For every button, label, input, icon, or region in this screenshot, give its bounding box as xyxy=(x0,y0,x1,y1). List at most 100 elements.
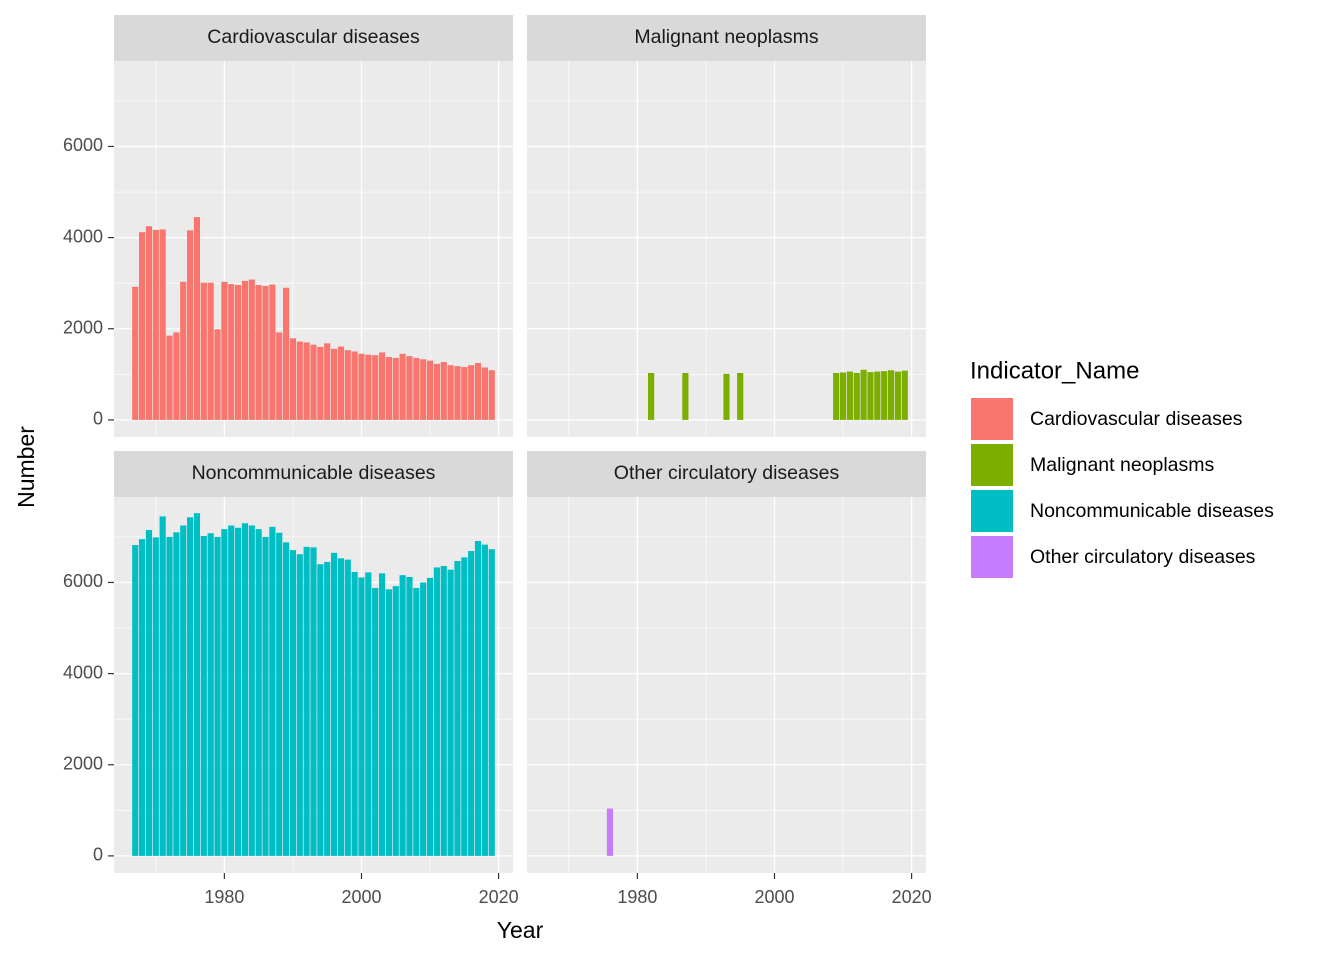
bar xyxy=(132,545,139,856)
panel-background xyxy=(527,497,926,873)
strip-label: Cardiovascular diseases xyxy=(207,26,420,48)
bar xyxy=(372,355,379,420)
bar xyxy=(378,573,386,856)
bar xyxy=(241,280,249,420)
bar xyxy=(262,285,269,420)
bar xyxy=(461,367,468,420)
bar xyxy=(853,372,860,420)
bar xyxy=(420,359,427,420)
bar xyxy=(276,532,283,856)
bar xyxy=(145,226,153,420)
bar xyxy=(874,371,881,420)
bar xyxy=(200,282,207,420)
bar xyxy=(468,551,475,856)
x-tick-label: 2000 xyxy=(754,887,794,907)
bar xyxy=(461,557,468,856)
bar xyxy=(378,352,386,420)
bar xyxy=(488,370,495,420)
legend-key xyxy=(971,536,1013,578)
bar xyxy=(330,348,338,420)
bar xyxy=(303,342,310,420)
bar xyxy=(310,547,317,856)
bar xyxy=(867,372,874,420)
bar xyxy=(193,513,201,856)
bar xyxy=(337,558,345,856)
bar xyxy=(481,544,488,856)
bar xyxy=(193,217,201,420)
bar xyxy=(173,532,180,856)
bar xyxy=(887,370,895,420)
bar xyxy=(303,546,310,856)
strip-background xyxy=(114,451,513,497)
x-axis-title: Year xyxy=(497,917,544,943)
bar xyxy=(317,346,324,420)
legend-key xyxy=(971,490,1013,532)
bar xyxy=(468,365,475,420)
x-tick-label: 2020 xyxy=(892,887,932,907)
bar xyxy=(152,537,159,856)
bar xyxy=(433,363,440,420)
bar xyxy=(317,564,324,856)
bar xyxy=(248,525,255,856)
x-tick-label: 2000 xyxy=(341,887,381,907)
x-tick-label: 1980 xyxy=(204,887,244,907)
bar xyxy=(262,536,269,856)
bar xyxy=(344,350,351,420)
bar xyxy=(166,536,173,856)
bar xyxy=(392,357,399,420)
legend-key xyxy=(971,398,1013,440)
bar xyxy=(139,232,146,420)
bar xyxy=(221,281,228,420)
strip-label: Noncommunicable diseases xyxy=(192,462,436,484)
bar xyxy=(255,529,262,856)
bar xyxy=(399,575,406,856)
bar xyxy=(894,371,901,420)
bar xyxy=(433,567,440,856)
bar xyxy=(214,536,221,856)
y-tick-label: 0 xyxy=(93,409,103,429)
bar xyxy=(337,346,345,420)
bar xyxy=(365,572,372,856)
strip-label: Other circulatory diseases xyxy=(614,462,840,484)
bar xyxy=(173,332,180,420)
legend-label: Other circulatory diseases xyxy=(1030,546,1256,568)
bar xyxy=(606,808,614,856)
bar xyxy=(454,366,461,420)
y-tick-label: 2000 xyxy=(63,754,103,774)
bar xyxy=(474,540,482,856)
y-tick-label: 6000 xyxy=(63,135,103,155)
bar xyxy=(324,343,331,420)
bar xyxy=(648,372,655,420)
bar xyxy=(406,576,413,856)
bar xyxy=(180,281,187,420)
bar xyxy=(344,559,351,856)
bar xyxy=(447,569,454,856)
bar xyxy=(385,589,392,856)
legend-title: Indicator_Name xyxy=(970,357,1139,384)
bar xyxy=(420,582,427,856)
bar xyxy=(324,561,331,856)
strip-background xyxy=(527,451,926,497)
bar xyxy=(282,287,290,420)
bar xyxy=(413,357,420,420)
bar xyxy=(139,539,146,856)
y-tick-label: 6000 xyxy=(63,571,103,591)
bar xyxy=(426,577,434,856)
bar xyxy=(481,367,488,420)
bar xyxy=(228,525,235,856)
bar xyxy=(269,284,276,420)
y-tick-label: 4000 xyxy=(63,226,103,246)
bar xyxy=(276,332,283,420)
bar xyxy=(180,525,187,856)
bar xyxy=(454,561,461,856)
bar xyxy=(488,549,495,856)
bar xyxy=(365,354,372,420)
bar xyxy=(200,535,207,856)
bar xyxy=(214,329,221,420)
bar xyxy=(152,229,159,420)
bar xyxy=(310,344,317,420)
bar xyxy=(207,533,214,856)
bar xyxy=(474,362,482,420)
legend-label: Noncommunicable diseases xyxy=(1030,500,1274,522)
bar xyxy=(221,529,228,856)
